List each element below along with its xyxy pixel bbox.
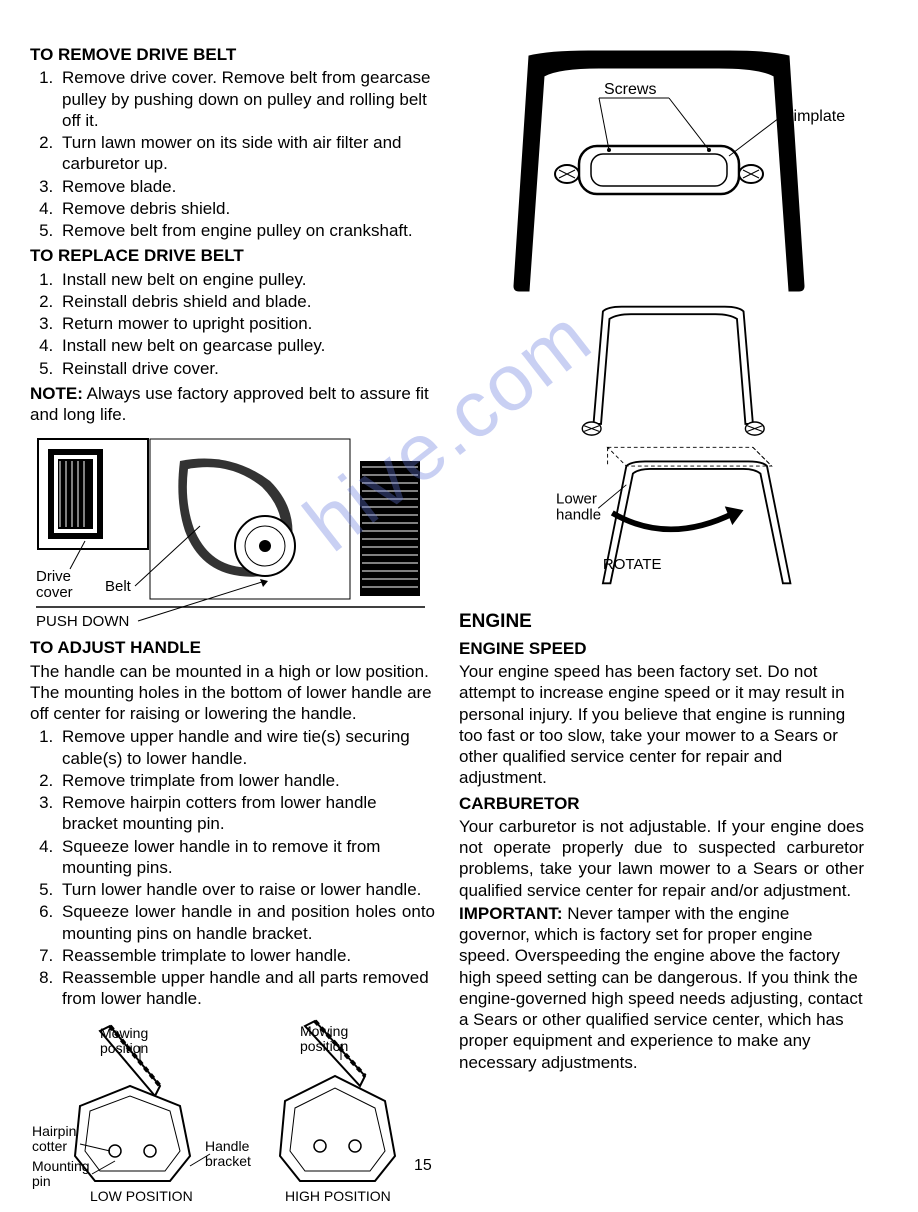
important-label: IMPORTANT: — [459, 904, 563, 923]
list-item: Remove debris shield. — [58, 198, 435, 219]
list-item: Squeeze lower handle in and position hol… — [58, 901, 435, 944]
svg-text:Mounting: Mounting — [32, 1158, 90, 1174]
list-item: Install new belt on engine pulley. — [58, 269, 435, 290]
adjust-handle-heading: TO ADJUST HANDLE — [30, 637, 435, 658]
svg-text:Hairpin: Hairpin — [32, 1123, 76, 1139]
list-item: Install new belt on gearcase pulley. — [58, 335, 435, 356]
svg-text:ROTATE: ROTATE — [603, 556, 662, 573]
carburetor-heading: CARBURETOR — [459, 793, 864, 814]
svg-text:position: position — [100, 1040, 148, 1056]
svg-text:bracket: bracket — [205, 1153, 251, 1169]
carburetor-text: Your carburetor is not adjustable. If yo… — [459, 816, 864, 901]
list-item: Remove hairpin cotters from lower handle… — [58, 792, 435, 835]
svg-text:pin: pin — [32, 1173, 51, 1189]
important-text: Never tamper with the engine governor, w… — [459, 904, 863, 1072]
list-item: Reassemble upper handle and all parts re… — [58, 967, 435, 1010]
note-text: Always use factory approved belt to assu… — [30, 384, 429, 424]
right-column: Screws Trimplate — [459, 40, 864, 1212]
list-item: Remove trimplate from lower handle. — [58, 770, 435, 791]
adjust-handle-list: Remove upper handle and wire tie(s) secu… — [30, 726, 435, 1009]
svg-text:Lower: Lower — [556, 491, 597, 508]
list-item: Reassemble trimplate to lower handle. — [58, 945, 435, 966]
page-content: TO REMOVE DRIVE BELT Remove drive cover.… — [30, 40, 888, 1212]
svg-text:Drive: Drive — [36, 568, 71, 585]
list-item: Turn lower handle over to raise or lower… — [58, 879, 435, 900]
replace-belt-list: Install new belt on engine pulley. Reins… — [30, 269, 435, 379]
handle-rotate-diagram: Lower handle ROTATE — [459, 302, 864, 602]
svg-text:HIGH POSITION: HIGH POSITION — [285, 1188, 391, 1204]
page-number: 15 — [414, 1156, 432, 1176]
list-item: Turn lawn mower on its side with air fil… — [58, 132, 435, 175]
list-item: Squeeze lower handle in to remove it fro… — [58, 836, 435, 879]
svg-text:Mowing: Mowing — [100, 1025, 148, 1041]
svg-text:Trimplate: Trimplate — [779, 108, 845, 125]
list-item: Return mower to upright position. — [58, 313, 435, 334]
important-paragraph: IMPORTANT: Never tamper with the engine … — [459, 903, 864, 1073]
svg-text:Mowing: Mowing — [300, 1023, 348, 1039]
note-label: NOTE: — [30, 384, 83, 403]
remove-belt-heading: TO REMOVE DRIVE BELT — [30, 44, 435, 65]
list-item: Remove blade. — [58, 176, 435, 197]
left-column: TO REMOVE DRIVE BELT Remove drive cover.… — [30, 40, 435, 1212]
list-item: Reinstall drive cover. — [58, 358, 435, 379]
svg-text:cotter: cotter — [32, 1138, 67, 1154]
engine-speed-heading: ENGINE SPEED — [459, 638, 864, 659]
note-paragraph: NOTE: Always use factory approved belt t… — [30, 383, 435, 426]
belt-diagram: Drive cover Belt PUSH DOWN — [30, 431, 435, 631]
svg-text:Handle: Handle — [205, 1138, 250, 1154]
list-item: Remove upper handle and wire tie(s) secu… — [58, 726, 435, 769]
remove-belt-list: Remove drive cover. Remove belt from gea… — [30, 67, 435, 241]
list-item: Remove belt from engine pulley on cranks… — [58, 220, 435, 241]
trimplate-diagram: Screws Trimplate — [459, 46, 864, 296]
list-item: Remove drive cover. Remove belt from gea… — [58, 67, 435, 131]
list-item: Reinstall debris shield and blade. — [58, 291, 435, 312]
svg-text:Belt: Belt — [105, 578, 132, 595]
positions-diagram: Mowing position Hairpin cotter Mounting … — [30, 1016, 435, 1206]
svg-text:handle: handle — [556, 507, 601, 524]
replace-belt-heading: TO REPLACE DRIVE BELT — [30, 245, 435, 266]
svg-text:Screws: Screws — [604, 81, 656, 98]
svg-text:LOW POSITION: LOW POSITION — [90, 1188, 193, 1204]
svg-text:PUSH DOWN: PUSH DOWN — [36, 613, 129, 630]
adjust-handle-intro: The handle can be mounted in a high or l… — [30, 661, 435, 725]
engine-speed-text: Your engine speed has been factory set. … — [459, 661, 864, 789]
engine-heading: ENGINE — [459, 610, 864, 634]
svg-text:cover: cover — [36, 584, 73, 601]
